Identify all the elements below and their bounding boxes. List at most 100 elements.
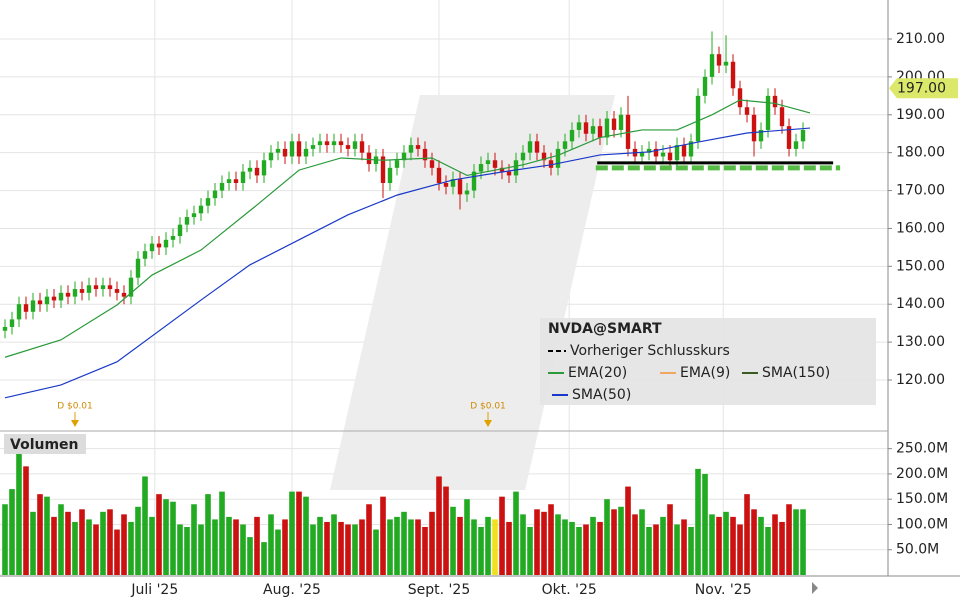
volume-bar: [408, 519, 414, 575]
volume-bar: [527, 526, 533, 575]
candle-body: [520, 152, 526, 161]
y-tick-label: 160.00: [896, 220, 945, 236]
volume-bar: [184, 526, 190, 575]
volume-bar: [289, 491, 295, 575]
volume-bar: [443, 486, 449, 575]
candle-body: [289, 141, 295, 157]
volume-bar: [240, 524, 246, 575]
candle-body: [751, 114, 757, 142]
volume-bar: [639, 509, 645, 575]
legend-symbol[interactable]: NVDA@SMART: [548, 321, 662, 337]
volume-bar: [450, 506, 456, 575]
volume-bar: [737, 524, 743, 575]
dividend-arrow: [484, 420, 493, 427]
candle-body: [597, 126, 603, 138]
candle-body: [436, 167, 442, 183]
volume-bar: [380, 496, 386, 575]
candle-body: [709, 54, 715, 77]
volume-bar: [800, 509, 806, 575]
candle-body: [149, 243, 155, 252]
volume-bar: [177, 524, 183, 575]
y-tick-label: 150.0M: [896, 491, 948, 507]
x-tick-label: Sept. '25: [408, 582, 470, 598]
candle-body: [268, 152, 274, 161]
volume-bar: [758, 516, 764, 575]
volume-bar: [338, 521, 344, 575]
candle-body: [779, 107, 785, 127]
candle-body: [471, 171, 477, 191]
y-tick-label: 50.0M: [896, 542, 939, 558]
volume-bar: [16, 436, 22, 575]
volume-bar: [744, 494, 750, 575]
volume-bar: [2, 504, 8, 575]
dividend-label: D $0.01: [57, 402, 93, 412]
legend-label[interactable]: EMA(20): [568, 365, 627, 381]
volume-bar: [611, 509, 617, 575]
volume-bar: [163, 499, 169, 575]
candle-body: [660, 152, 666, 157]
volume-bar: [23, 466, 29, 575]
candle-body: [429, 160, 435, 168]
candle-body: [107, 285, 113, 290]
y-tick-label: 140.00: [896, 296, 945, 312]
volume-bar: [569, 521, 575, 575]
volume-bar: [324, 521, 330, 575]
candle-body: [583, 122, 589, 134]
candle-body: [184, 217, 190, 225]
candle-body: [37, 300, 43, 305]
candle-body: [555, 148, 561, 168]
candle-body: [422, 148, 428, 161]
legend-label[interactable]: SMA(150): [762, 365, 830, 381]
candle-body: [156, 243, 162, 248]
volume-bar: [93, 524, 99, 575]
candle-body: [702, 76, 708, 96]
ma-line: [4, 127, 811, 399]
volume-bar: [107, 509, 113, 575]
candle-body: [793, 141, 799, 149]
volume-bar: [170, 501, 176, 575]
volume-bar: [121, 514, 127, 575]
volume-bar: [387, 519, 393, 575]
candle-body: [303, 148, 309, 157]
candle-body: [758, 129, 764, 142]
volume-bar: [562, 519, 568, 575]
volume-bar: [394, 516, 400, 575]
volume-bar: [667, 504, 673, 575]
scroll-arrow[interactable]: [812, 582, 818, 594]
legend-label[interactable]: Vorheriger Schlusskurs: [570, 343, 730, 359]
volume-bar: [198, 524, 204, 575]
volume-bar: [681, 519, 687, 575]
candle-body: [282, 148, 288, 157]
volume-bar: [632, 514, 638, 575]
candle-body: [352, 141, 358, 149]
candle-body: [464, 190, 470, 195]
legend-label[interactable]: EMA(9): [680, 365, 730, 381]
candle-body: [163, 239, 169, 248]
candle-body: [478, 164, 484, 172]
candle-body: [765, 95, 771, 130]
volume-bar: [44, 496, 50, 575]
volume-bar: [254, 516, 260, 575]
volume-bar: [310, 524, 316, 575]
candle-body: [205, 198, 211, 206]
volume-bar: [156, 494, 162, 575]
candle-body: [51, 296, 57, 301]
candle-body: [247, 167, 253, 172]
legend-label[interactable]: SMA(50): [572, 387, 631, 403]
price-tag-label: 197.00: [897, 80, 946, 96]
volume-bar: [429, 511, 435, 575]
volume-bar: [457, 516, 463, 575]
candle-body: [128, 277, 134, 297]
y-tick-label: 120.00: [896, 372, 945, 388]
candle-body: [786, 126, 792, 149]
x-tick-label: Aug. '25: [263, 582, 321, 598]
candle-body: [723, 61, 729, 66]
volume-label-box: [4, 434, 86, 454]
volume-bar: [765, 526, 771, 575]
candle-body: [562, 141, 568, 149]
candle-body: [310, 145, 316, 149]
volume-bar: [373, 529, 379, 575]
candle-body: [408, 145, 414, 153]
candle-body: [737, 88, 743, 108]
candle-body: [177, 224, 183, 237]
